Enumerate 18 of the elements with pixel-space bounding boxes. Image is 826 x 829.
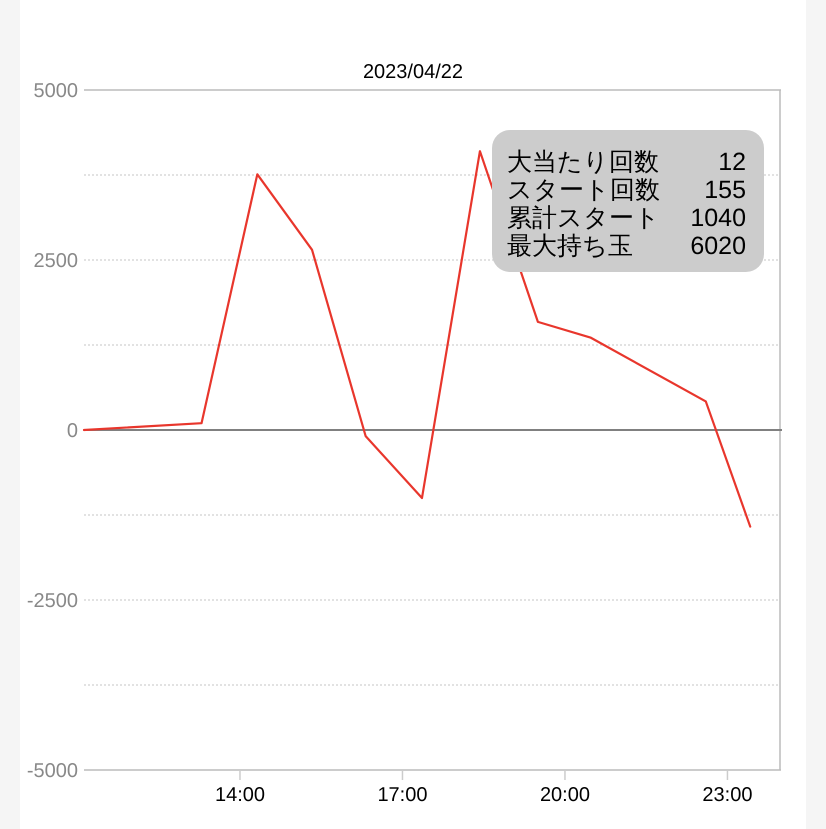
annotation: 累計スタート — [507, 204, 660, 232]
annotation: 12 — [718, 148, 746, 176]
chart-title: 2023/04/22 — [362, 61, 464, 83]
y-tick-label: 5000 — [34, 80, 78, 102]
annotation: 6020 — [690, 232, 746, 260]
annotation: 大当たり回数 — [507, 148, 659, 176]
x-tick-label: 17:00 — [377, 784, 428, 806]
y-tick-label: 2500 — [34, 250, 78, 272]
x-tick-label: 14:00 — [214, 784, 266, 806]
x-tick-label: 20:00 — [540, 784, 590, 806]
annotation: 1040 — [690, 204, 746, 232]
annotation: 最大持ち玉 — [507, 232, 633, 260]
annotation: スタート回数 — [507, 176, 660, 204]
y-tick-label: 0 — [66, 420, 78, 442]
y-tick-label: -2500 — [26, 590, 78, 612]
annotation: 155 — [704, 176, 746, 204]
y-tick-label: -5000 — [26, 760, 78, 782]
x-tick-label: 23:00 — [702, 784, 752, 806]
